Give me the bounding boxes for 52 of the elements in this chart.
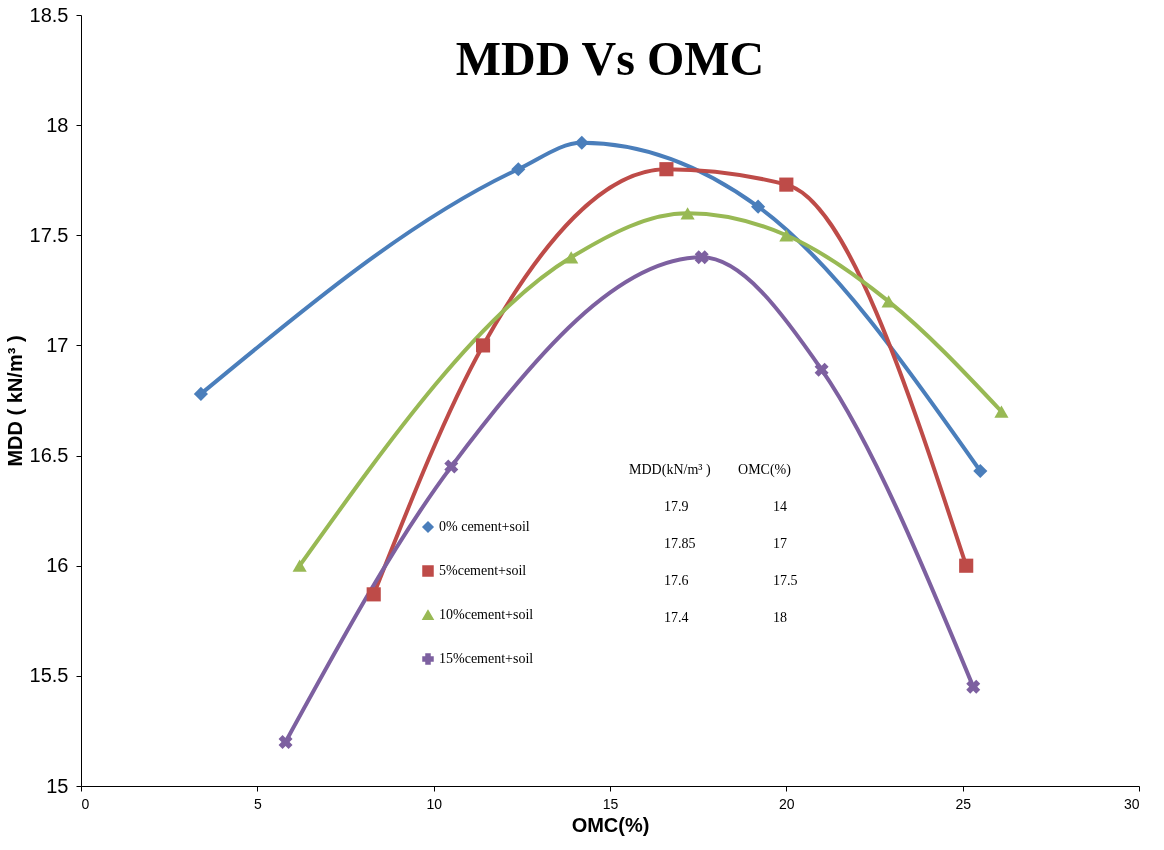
point bbox=[814, 362, 829, 377]
x-tick-label: 5 bbox=[253, 795, 262, 812]
x-axis-title: OMC(%) bbox=[571, 813, 650, 836]
legend-label: 5%cement+soil bbox=[439, 563, 527, 578]
point bbox=[444, 459, 459, 474]
x-tick-label: 10 bbox=[426, 795, 443, 812]
point bbox=[751, 199, 766, 214]
point bbox=[475, 338, 491, 353]
point bbox=[973, 463, 988, 479]
point bbox=[511, 162, 526, 177]
x-tick-label: 20 bbox=[779, 795, 795, 812]
annotation: 18 bbox=[772, 609, 787, 625]
point bbox=[779, 177, 794, 192]
y-axis-title: MDD ( kN/m³ ) bbox=[3, 335, 26, 467]
point bbox=[659, 162, 674, 177]
point bbox=[959, 558, 974, 573]
x-tick-label: 30 bbox=[1123, 795, 1140, 812]
x-tick-label: 0 bbox=[81, 795, 90, 812]
point bbox=[564, 251, 579, 264]
annotation: MDD(kN/m³ ) bbox=[629, 461, 711, 478]
legend-label: 0% cement+soil bbox=[439, 519, 530, 534]
point bbox=[680, 207, 695, 220]
point bbox=[366, 587, 381, 602]
annotation: 17.5 bbox=[772, 572, 798, 588]
legend-label: 15%cement+soil bbox=[439, 651, 534, 666]
point bbox=[966, 679, 981, 694]
y-tick-label: 17.5 bbox=[29, 223, 69, 246]
point bbox=[779, 229, 794, 242]
annotation: 17.9 bbox=[663, 498, 689, 514]
annotation: OMC(%) bbox=[738, 461, 792, 478]
y-tick-label: 18 bbox=[46, 113, 69, 136]
point bbox=[292, 559, 307, 572]
point bbox=[193, 386, 208, 401]
annotation: 17.85 bbox=[663, 535, 696, 551]
x-tick-label: 25 bbox=[955, 795, 972, 812]
point bbox=[574, 135, 589, 150]
y-tick-label: 16.5 bbox=[29, 444, 69, 467]
chart-title: MDD Vs OMC bbox=[455, 32, 765, 85]
y-tick-label: 15 bbox=[46, 774, 69, 797]
annotation: 17.6 bbox=[663, 572, 689, 588]
point bbox=[278, 734, 293, 749]
y-tick-label: 15.5 bbox=[29, 664, 69, 687]
point bbox=[694, 250, 709, 265]
legend-label: 10%cement+soil bbox=[439, 607, 534, 622]
annotation: 17.4 bbox=[663, 609, 689, 625]
point bbox=[994, 405, 1009, 418]
annotation: 14 bbox=[772, 498, 787, 514]
y-tick-label: 17 bbox=[46, 333, 69, 356]
annotation: 17 bbox=[772, 535, 787, 551]
y-tick-label: 18.5 bbox=[29, 3, 69, 26]
x-tick-label: 15 bbox=[602, 795, 619, 812]
y-tick-label: 16 bbox=[46, 554, 69, 577]
